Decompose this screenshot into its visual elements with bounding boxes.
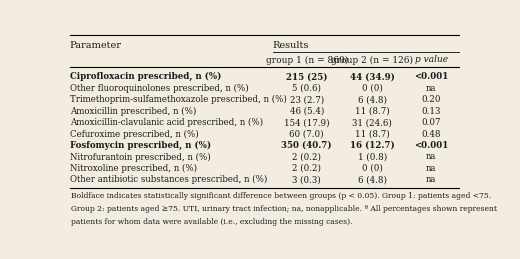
Text: Trimethoprim-sulfamethoxazole prescribed, n (%): Trimethoprim-sulfamethoxazole prescribed… bbox=[70, 95, 287, 104]
Text: group 2 (n = 126): group 2 (n = 126) bbox=[331, 55, 413, 64]
Text: 16 (12.7): 16 (12.7) bbox=[350, 141, 395, 150]
Text: Group 2: patients aged ≥75. UTI, urinary tract infection; na, nonapplicable. ª A: Group 2: patients aged ≥75. UTI, urinary… bbox=[71, 205, 497, 213]
Text: Other antibiotic substances prescribed, n (%): Other antibiotic substances prescribed, … bbox=[70, 175, 267, 184]
Text: 0 (0): 0 (0) bbox=[362, 164, 383, 173]
Text: 2 (0.2): 2 (0.2) bbox=[292, 164, 321, 173]
Text: 3 (0.3): 3 (0.3) bbox=[292, 175, 321, 184]
Text: Cefuroxime prescribed, n (%): Cefuroxime prescribed, n (%) bbox=[70, 130, 199, 139]
Text: Other fluoroquinolones prescribed, n (%): Other fluoroquinolones prescribed, n (%) bbox=[70, 84, 249, 93]
Text: 0.13: 0.13 bbox=[422, 107, 441, 116]
Text: 350 (40.7): 350 (40.7) bbox=[281, 141, 332, 150]
Text: 0.20: 0.20 bbox=[422, 95, 441, 104]
Text: 23 (2.7): 23 (2.7) bbox=[290, 95, 324, 104]
Text: na: na bbox=[426, 175, 436, 184]
Text: Ciprofloxacin prescribed, n (%): Ciprofloxacin prescribed, n (%) bbox=[70, 72, 221, 81]
Text: 2 (0.2): 2 (0.2) bbox=[292, 153, 321, 161]
Text: Results: Results bbox=[272, 41, 309, 49]
Text: <0.001: <0.001 bbox=[414, 141, 449, 150]
Text: 60 (7.0): 60 (7.0) bbox=[290, 130, 324, 139]
Text: na: na bbox=[426, 164, 436, 173]
Text: 0.07: 0.07 bbox=[422, 118, 441, 127]
Text: Fosfomycin prescribed, n (%): Fosfomycin prescribed, n (%) bbox=[70, 141, 211, 150]
Text: na: na bbox=[426, 84, 436, 93]
Text: Nitroxoline prescribed, n (%): Nitroxoline prescribed, n (%) bbox=[70, 164, 197, 173]
Text: Parameter: Parameter bbox=[70, 41, 122, 49]
Text: patients for whom data were available (i.e., excluding the missing cases).: patients for whom data were available (i… bbox=[71, 218, 353, 226]
Text: 154 (17.9): 154 (17.9) bbox=[284, 118, 330, 127]
Text: 215 (25): 215 (25) bbox=[286, 72, 328, 81]
Text: 0 (0): 0 (0) bbox=[362, 84, 383, 93]
Text: 1 (0.8): 1 (0.8) bbox=[358, 153, 387, 161]
Text: na: na bbox=[426, 153, 436, 161]
Text: Amoxicillin prescribed, n (%): Amoxicillin prescribed, n (%) bbox=[70, 106, 196, 116]
Text: <0.001: <0.001 bbox=[414, 72, 449, 81]
Text: 6 (4.8): 6 (4.8) bbox=[358, 175, 387, 184]
Text: 46 (5.4): 46 (5.4) bbox=[290, 107, 324, 116]
Text: 6 (4.8): 6 (4.8) bbox=[358, 95, 387, 104]
Text: 5 (0.6): 5 (0.6) bbox=[292, 84, 321, 93]
Text: 0.48: 0.48 bbox=[422, 130, 441, 139]
Text: 44 (34.9): 44 (34.9) bbox=[350, 72, 395, 81]
Text: group 1 (n = 860): group 1 (n = 860) bbox=[266, 55, 348, 64]
Text: Amoxicillin-clavulanic acid prescribed, n (%): Amoxicillin-clavulanic acid prescribed, … bbox=[70, 118, 263, 127]
Text: 11 (8.7): 11 (8.7) bbox=[355, 130, 389, 139]
Text: 31 (24.6): 31 (24.6) bbox=[353, 118, 392, 127]
Text: Boldface indicates statistically significant difference between groups (p < 0.05: Boldface indicates statistically signifi… bbox=[71, 192, 491, 200]
Text: 11 (8.7): 11 (8.7) bbox=[355, 107, 389, 116]
Text: Nitrofurantoin prescribed, n (%): Nitrofurantoin prescribed, n (%) bbox=[70, 152, 211, 162]
Text: p value: p value bbox=[415, 55, 448, 64]
